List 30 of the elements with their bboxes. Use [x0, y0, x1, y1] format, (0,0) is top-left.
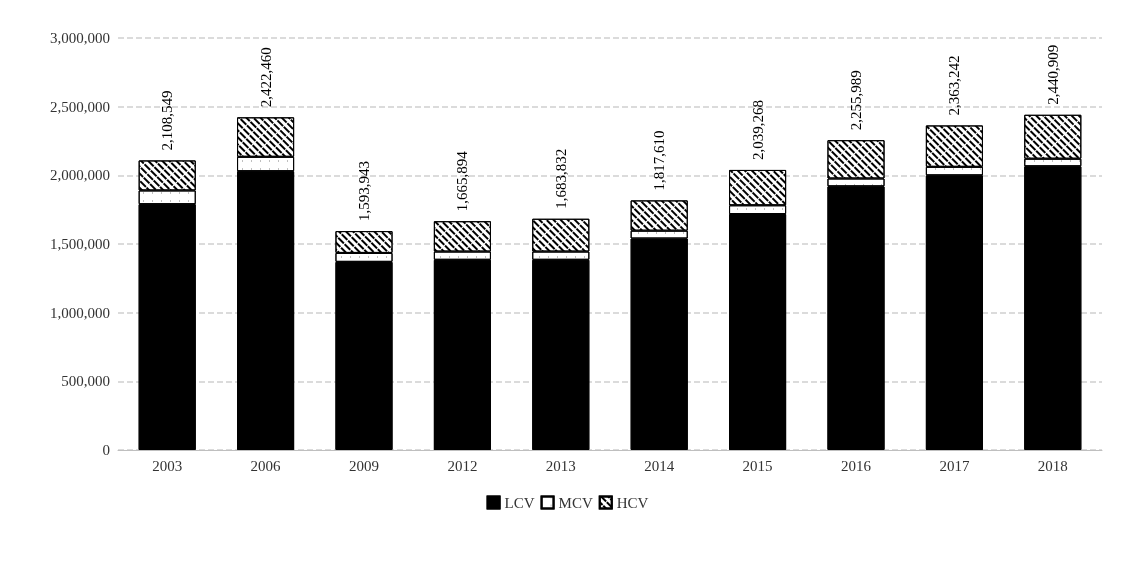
x-tick-label: 2016 [841, 457, 872, 474]
y-tick-label: 2,000,000 [50, 167, 110, 184]
legend-label: MCV [558, 494, 593, 511]
y-tick-label: 1,500,000 [50, 236, 110, 252]
y-tick-label: 0 [102, 442, 110, 458]
x-tick-label: 2012 [447, 457, 478, 474]
legend-label: LCV [504, 494, 535, 511]
x-tick-label: 2017 [939, 457, 970, 474]
total-label: 1,683,832 [552, 148, 569, 209]
y-tick-label: 1,000,000 [50, 304, 110, 321]
total-label: 2,422,460 [257, 47, 274, 108]
total-label: 2,363,242 [946, 55, 963, 116]
x-tick-label: 2013 [545, 457, 576, 474]
total-label: 2,440,909 [1044, 44, 1061, 105]
total-label: 1,593,943 [356, 161, 372, 222]
total-label: 1,817,610 [651, 130, 668, 191]
x-tick-label: 2009 [349, 457, 379, 474]
legend-label: HCV [616, 494, 649, 511]
y-tick-label: 500,000 [61, 373, 110, 390]
x-tick-label: 2015 [742, 457, 773, 474]
total-label: 1,665,894 [454, 150, 471, 212]
x-tick-label: 2014 [644, 457, 675, 474]
x-tick-label: 2006 [250, 457, 282, 474]
x-tick-label: 2018 [1037, 457, 1068, 474]
total-label: 2,108,549 [159, 90, 176, 151]
total-label: 2,039,268 [749, 99, 766, 160]
y-tick-label: 3,000,000 [50, 30, 110, 46]
total-label: 2,255,989 [848, 70, 864, 131]
x-tick-label: 2003 [152, 457, 183, 474]
y-tick-label: 2,500,000 [50, 98, 110, 115]
